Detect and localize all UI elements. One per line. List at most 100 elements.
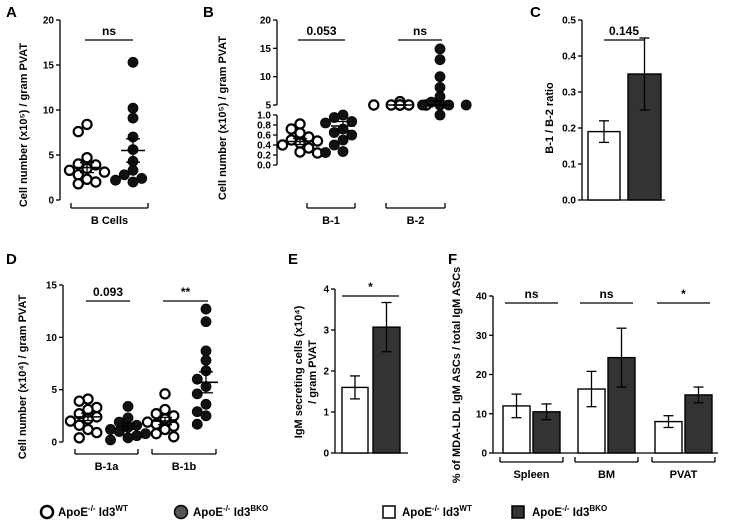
panel-b-ko-filled-dot bbox=[328, 139, 340, 151]
panel-c-y-tick-label: 0.2 bbox=[562, 124, 576, 135]
panel-d-ko-filled-dot bbox=[105, 424, 116, 435]
panel-f-y-tick-label: 0 bbox=[481, 449, 487, 460]
panel-d-ko-filled-dot bbox=[131, 430, 143, 442]
legend-dots-ko-label: ApoE-/- Id3BKO bbox=[193, 504, 268, 519]
panel-a-ko-filled-dot bbox=[127, 164, 139, 176]
legend-bars-wt-label: ApoE-/- Id3WT bbox=[402, 504, 472, 519]
panel-d-wt-open-dot bbox=[73, 419, 85, 431]
y-axis-title-a: Cell number (x10⁵) / gram PVAT bbox=[18, 43, 30, 208]
panel-a: 0 5 10 15 20 ns B Cells bbox=[43, 16, 149, 227]
panel-b-wt-open-dot bbox=[285, 123, 297, 135]
legend-filled-dot bbox=[173, 504, 189, 520]
panel-b-ko-filled-dot bbox=[346, 129, 358, 141]
panel-b-lower-y-tick-label: 1.0 bbox=[257, 111, 271, 122]
panel-d-wt-open-dot bbox=[91, 426, 103, 439]
panel-b-wt-open-dot bbox=[294, 146, 306, 158]
panel-d: 0 5 10 15 0.093 ** B-1a B-1b bbox=[46, 281, 218, 473]
y-axis-title-c: B-1 / B-2 ratio bbox=[544, 82, 556, 154]
panel-d-wt-open-dot bbox=[168, 431, 180, 443]
panel-f-spleen-group-label: Spleen bbox=[513, 469, 549, 481]
panel-f-bm-group-label: BM bbox=[598, 469, 615, 481]
panel-f-y-tick-label: 20 bbox=[476, 370, 488, 381]
panel-b-ko-filled-dot bbox=[337, 134, 349, 146]
panel-d-1-significance-label: ** bbox=[181, 285, 191, 299]
panel-b-lower-y-tick-label: 0.4 bbox=[257, 141, 271, 152]
panel-d-ko-filled-dot bbox=[122, 432, 134, 444]
panel-d-wt-open-dot bbox=[73, 432, 85, 444]
panel-d-ko-filled-dot bbox=[131, 419, 143, 431]
panel-f-0-significance-label: ns bbox=[524, 287, 538, 301]
panel-b-ko-filled-dot bbox=[328, 127, 340, 138]
panel-letter-b: B bbox=[203, 4, 214, 21]
panel-a-wt-open-dot bbox=[81, 151, 93, 164]
panel-b-upper-y-tick-label: 20 bbox=[260, 16, 272, 27]
panel-d-ko-filled-dot bbox=[200, 316, 212, 328]
panel-a-wt-open-dot bbox=[90, 176, 102, 188]
panel-c-y-tick-label: 0.3 bbox=[562, 88, 576, 99]
panel-d-ko-filled-dot bbox=[113, 426, 125, 437]
panel-a-ko-filled-dot bbox=[127, 102, 139, 114]
panel-d-b1a-group-label: B-1a bbox=[95, 461, 120, 473]
panel-a-ko-filled-dot bbox=[110, 174, 121, 186]
panel-b-upper-y-tick-label: 10 bbox=[260, 72, 272, 83]
panel-c-y-tick-label: 0.1 bbox=[562, 160, 576, 171]
panel-a-group-label: B Cells bbox=[91, 215, 128, 227]
panel-f-2-significance-label: * bbox=[681, 287, 686, 301]
panel-b-wt-open-dot bbox=[303, 142, 315, 154]
legend-dots: ApoE-/- Id3WT ApoE-/- Id3BKO bbox=[39, 504, 268, 520]
panel-f-1-significance-label: ns bbox=[599, 287, 613, 301]
panel-c-y-tick-label: 0.0 bbox=[562, 196, 576, 207]
panel-b-ko-filled-dot bbox=[434, 82, 446, 93]
panel-b-1-significance-label: ns bbox=[413, 24, 427, 38]
panel-b-lower-y-tick-label: 0.6 bbox=[257, 131, 271, 142]
panel-b-ko-filled-dot bbox=[320, 117, 331, 129]
panel-d-wt-open-dot bbox=[73, 395, 85, 407]
panel-c-y-tick-label: 0.4 bbox=[562, 52, 576, 63]
panel-d-y-tick-label: 10 bbox=[46, 333, 58, 344]
panel-d-y-tick-label: 0 bbox=[51, 438, 57, 449]
panel-e-y-tick-label: 1 bbox=[323, 408, 329, 419]
panel-a-ko-filled-dot bbox=[127, 112, 139, 124]
panel-d-0-significance-label: 0.093 bbox=[93, 285, 123, 299]
panel-letter-a: A bbox=[6, 4, 17, 21]
panel-d-ko-filled-dot bbox=[200, 398, 212, 410]
legend-open-bar bbox=[382, 505, 396, 519]
panel-letter-c: C bbox=[530, 4, 541, 21]
panel-d-wt-open-dot bbox=[159, 388, 171, 400]
panel-d-ko-filled-dot bbox=[140, 428, 151, 440]
panel-a-wt-open-dot bbox=[63, 164, 76, 176]
panel-e-y-tick-label: 2 bbox=[323, 367, 329, 378]
y-axis-title-e-line1: IgM secreting cells (x10⁴) bbox=[293, 305, 305, 438]
panel-d-ko-filled-dot bbox=[191, 388, 203, 400]
panel-b-0-significance-label: 0.053 bbox=[306, 24, 336, 38]
panel-b-ko-filled-dot bbox=[328, 112, 340, 123]
panel-a-ko-filled-dot bbox=[127, 176, 139, 188]
panel-a-wt-open-dot bbox=[72, 178, 84, 190]
panel-f-pvat-group-label: PVAT bbox=[670, 469, 698, 481]
panel-a-wt-open-dot bbox=[72, 158, 84, 170]
panel-a-ko-filled-dot bbox=[127, 56, 139, 68]
panel-b-upper-y-tick-label: 15 bbox=[260, 44, 272, 55]
panel-a-ko-filled-dot bbox=[118, 169, 130, 181]
panel-b-ko-filled-dot bbox=[337, 146, 349, 157]
panel-d-ko-filled-dot bbox=[200, 303, 212, 315]
legend-bars: ApoE-/- Id3WT ApoE-/- Id3BKO bbox=[382, 504, 607, 519]
panel-a-y-tick-label: 5 bbox=[48, 151, 54, 162]
panel-b-ko-filled-dot bbox=[434, 71, 446, 83]
panel-b-ko-filled-dot bbox=[417, 99, 428, 111]
panel-a-significance-label: ns bbox=[102, 24, 116, 38]
panel-b-b2-group-label: B-2 bbox=[407, 215, 425, 227]
legend-bars-ko-label: ApoE-/- Id3BKO bbox=[532, 504, 607, 519]
panel-f-ko-filled-bar bbox=[684, 394, 713, 454]
panel-d-ko-filled-dot bbox=[122, 401, 134, 412]
panel-b-lower-y-tick-label: 0.0 bbox=[257, 161, 271, 172]
panel-d-ko-filled-dot bbox=[105, 434, 116, 446]
panel-d-wt-open-dot bbox=[150, 408, 162, 420]
panel-letter-e: E bbox=[288, 251, 298, 268]
panel-b-lower-y-tick-label: 0.2 bbox=[257, 151, 271, 162]
legend-open-dot bbox=[39, 504, 55, 520]
legend-dots-wt-label: ApoE-/- Id3WT bbox=[58, 504, 128, 519]
panel-b-upper-y-tick-label: 5 bbox=[265, 101, 271, 112]
panel-d-b1b-group-label: B-1b bbox=[172, 461, 197, 473]
